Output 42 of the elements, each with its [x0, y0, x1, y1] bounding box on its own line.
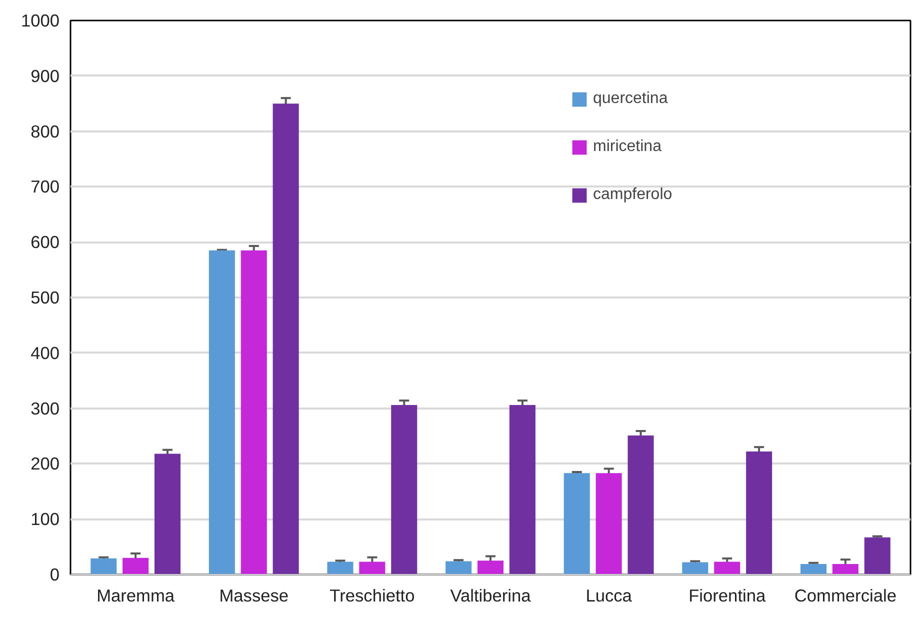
x-tick-label: Commerciale — [794, 586, 896, 606]
y-tick-label: 800 — [30, 121, 60, 142]
bar — [714, 562, 740, 574]
bar — [446, 561, 472, 574]
x-tick-label: Valtiberina — [450, 586, 532, 606]
bar — [122, 558, 149, 574]
legend-label: campferolo — [593, 186, 672, 204]
x-tick-label: Maremma — [96, 586, 175, 606]
y-tick-label: 600 — [30, 232, 60, 252]
y-tick-label: 900 — [30, 66, 60, 86]
bar — [864, 537, 890, 574]
bar — [800, 564, 826, 574]
bar — [90, 558, 117, 574]
x-tick-label: Lucca — [586, 586, 632, 606]
bar — [208, 250, 235, 574]
bar — [509, 404, 536, 574]
bar — [746, 452, 772, 574]
bar — [391, 404, 418, 574]
bar — [596, 473, 622, 574]
y-tick-label: 1000 — [20, 10, 60, 30]
x-tick-label: Massese — [219, 586, 289, 606]
bar — [359, 562, 386, 574]
bar — [564, 473, 590, 574]
legend-label: quercetina — [593, 90, 668, 108]
y-tick-label: 300 — [30, 398, 60, 418]
bar — [154, 454, 181, 574]
legend-label: miricetina — [593, 138, 662, 156]
bar — [272, 104, 299, 574]
y-tick-label: 0 — [50, 564, 60, 584]
bar — [628, 435, 654, 574]
bar — [477, 560, 504, 574]
y-tick-label: 100 — [30, 509, 60, 530]
x-tick-label: Treschietto — [330, 586, 415, 606]
y-tick-label: 400 — [30, 342, 60, 363]
y-tick-label: 500 — [30, 288, 60, 308]
bar — [327, 562, 354, 574]
y-tick-label: 700 — [30, 176, 60, 197]
y-tick-label: 200 — [30, 454, 60, 474]
x-tick-label: Fiorentina — [688, 586, 766, 606]
bar — [832, 564, 858, 574]
bar — [682, 562, 708, 574]
bar — [240, 250, 267, 574]
